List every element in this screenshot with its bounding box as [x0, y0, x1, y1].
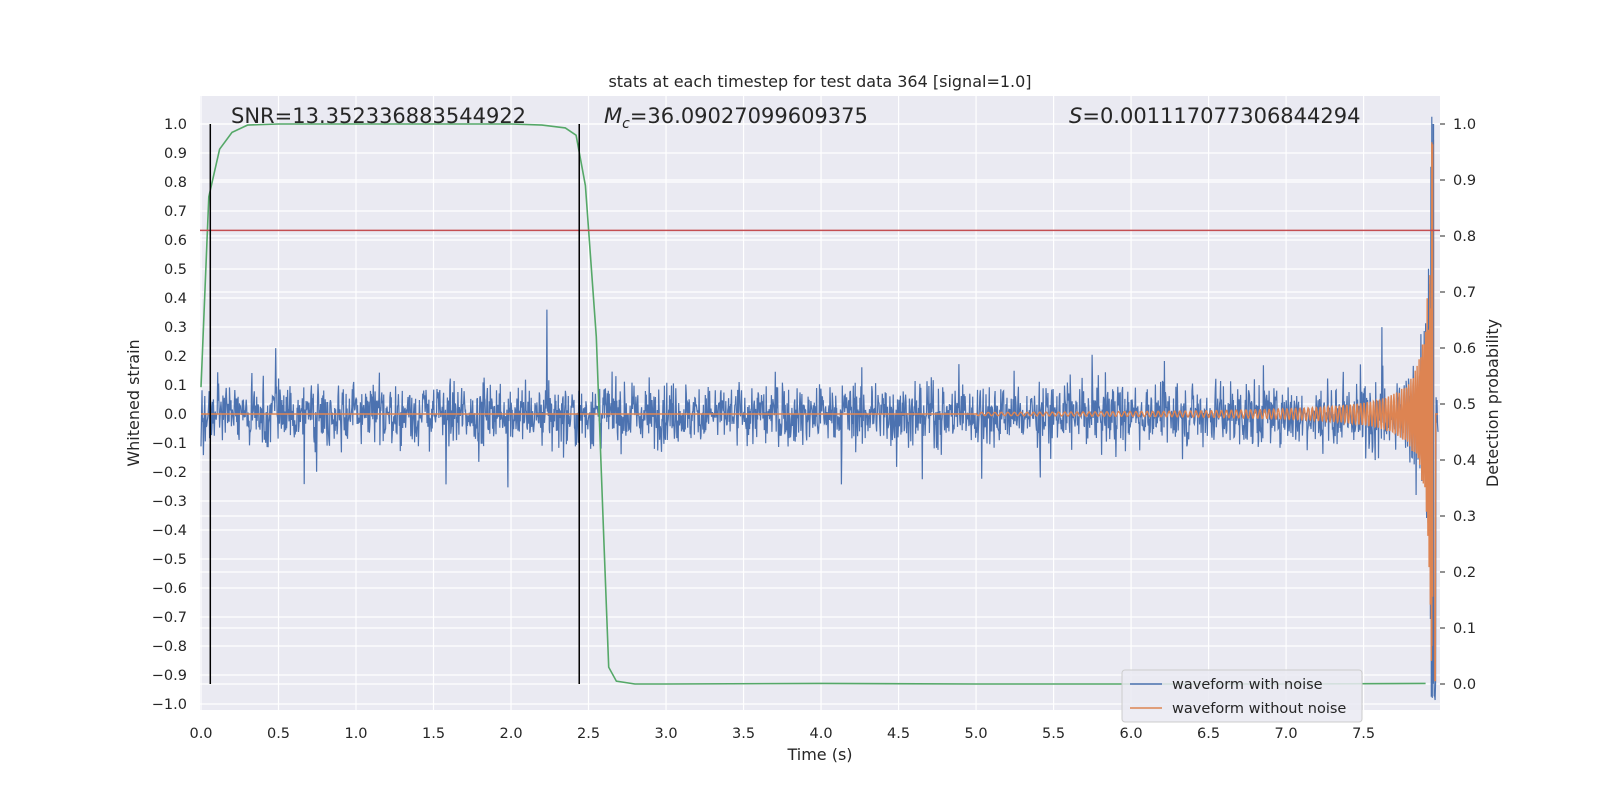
y2-tick-label: 0.3: [1453, 509, 1476, 525]
x-tick-label: 1.5: [422, 726, 445, 742]
y-tick-label: 0.2: [164, 349, 187, 365]
y-tick-label: 0.3: [164, 320, 187, 336]
x-tick-label: 4.0: [810, 726, 833, 742]
x-axis-label: Time (s): [786, 745, 852, 764]
y2-tick-label: 0.1: [1453, 621, 1476, 637]
y-tick-label: −0.3: [152, 494, 187, 510]
chirp-mass-subscript: c: [622, 116, 630, 132]
legend: waveform with noise waveform without noi…: [1121, 669, 1363, 723]
legend-box: [1121, 669, 1363, 723]
x-tick-label: 6.5: [1197, 726, 1220, 742]
snr-annotation: SNR=13.352336883544922: [231, 104, 526, 128]
legend-label-clean: waveform without noise: [1172, 701, 1346, 717]
x-tick-label: 4.5: [887, 726, 910, 742]
y-tick-label: 0.9: [164, 146, 187, 162]
legend-label-noise: waveform with noise: [1172, 677, 1323, 693]
y-tick-label: 0.6: [164, 233, 187, 249]
y2-tick-label: 0.6: [1453, 341, 1476, 357]
y-tick-label: 0.5: [164, 262, 187, 278]
x-tick-label: 2.5: [577, 726, 600, 742]
y-tick-label: −0.6: [152, 581, 187, 597]
chart-title: stats at each timestep for test data 364…: [608, 72, 1031, 91]
chirp-mass-value: =36.09027099609375: [630, 104, 868, 128]
ticks-layer: 0.0 0.5 1.0 1.5 2.0 2.5 3.0 3.5 4.0 4.5 5.0 5.5 6.0 6…: [152, 117, 1476, 742]
waveform-with-noise-line: [200, 116, 1439, 701]
y-tick-label: −0.2: [152, 465, 187, 481]
waveform-without-noise-line: [201, 139, 1438, 682]
y2-axis-label: Detection probability: [1483, 319, 1502, 487]
x-tick-label: 5.0: [965, 726, 988, 742]
y-tick-label: −1.0: [152, 697, 187, 713]
x-tick-label: 1.0: [344, 726, 367, 742]
x-tick-label: 6.0: [1120, 726, 1143, 742]
x-tick-label: 3.0: [655, 726, 678, 742]
y-tick-label: 0.1: [164, 378, 187, 394]
y2-tick-label: 0.0: [1453, 677, 1476, 693]
s-symbol: S: [1069, 104, 1082, 128]
x-tick-label: 7.5: [1352, 726, 1375, 742]
y-tick-label: −0.9: [152, 668, 187, 684]
x-tick-label: 3.5: [732, 726, 755, 742]
y-tick-label: −0.1: [152, 436, 187, 452]
s-value: =0.001117077306844294: [1082, 104, 1360, 128]
y-tick-label: 0.7: [164, 204, 187, 220]
s-annotation: S=0.001117077306844294: [1069, 104, 1360, 128]
y-tick-label: 1.0: [164, 117, 187, 133]
chirp-mass-symbol: M: [604, 104, 622, 128]
x-tick-label: 0.0: [189, 726, 212, 742]
y-tick-label: −0.5: [152, 552, 187, 568]
y2-tick-label: 1.0: [1453, 117, 1476, 133]
x-tick-label: 5.5: [1042, 726, 1065, 742]
y-tick-label: 0.0: [164, 407, 187, 423]
y-tick-label: −0.8: [152, 639, 187, 655]
series-layer: [200, 116, 1440, 701]
y-tick-label: 0.8: [164, 175, 187, 191]
y-tick-label: −0.4: [152, 523, 187, 539]
x-tick-label: 7.0: [1275, 726, 1298, 742]
y2-tick-label: 0.7: [1453, 285, 1476, 301]
y2-tick-label: 0.8: [1453, 229, 1476, 245]
chirp-mass-annotation: Mc=36.09027099609375: [604, 104, 868, 132]
y2-tick-label: 0.5: [1453, 397, 1476, 413]
y-axis-label: Whitened strain: [124, 339, 143, 466]
detection-probability-line: [200, 123, 1426, 685]
y2-tick-label: 0.9: [1453, 173, 1476, 189]
y2-tick-label: 0.2: [1453, 565, 1476, 581]
y-tick-label: 0.4: [164, 291, 187, 307]
y2-tick-label: 0.4: [1453, 453, 1476, 469]
x-tick-label: 0.5: [267, 726, 290, 742]
y-tick-label: −0.7: [152, 610, 187, 626]
x-tick-label: 2.0: [499, 726, 522, 742]
